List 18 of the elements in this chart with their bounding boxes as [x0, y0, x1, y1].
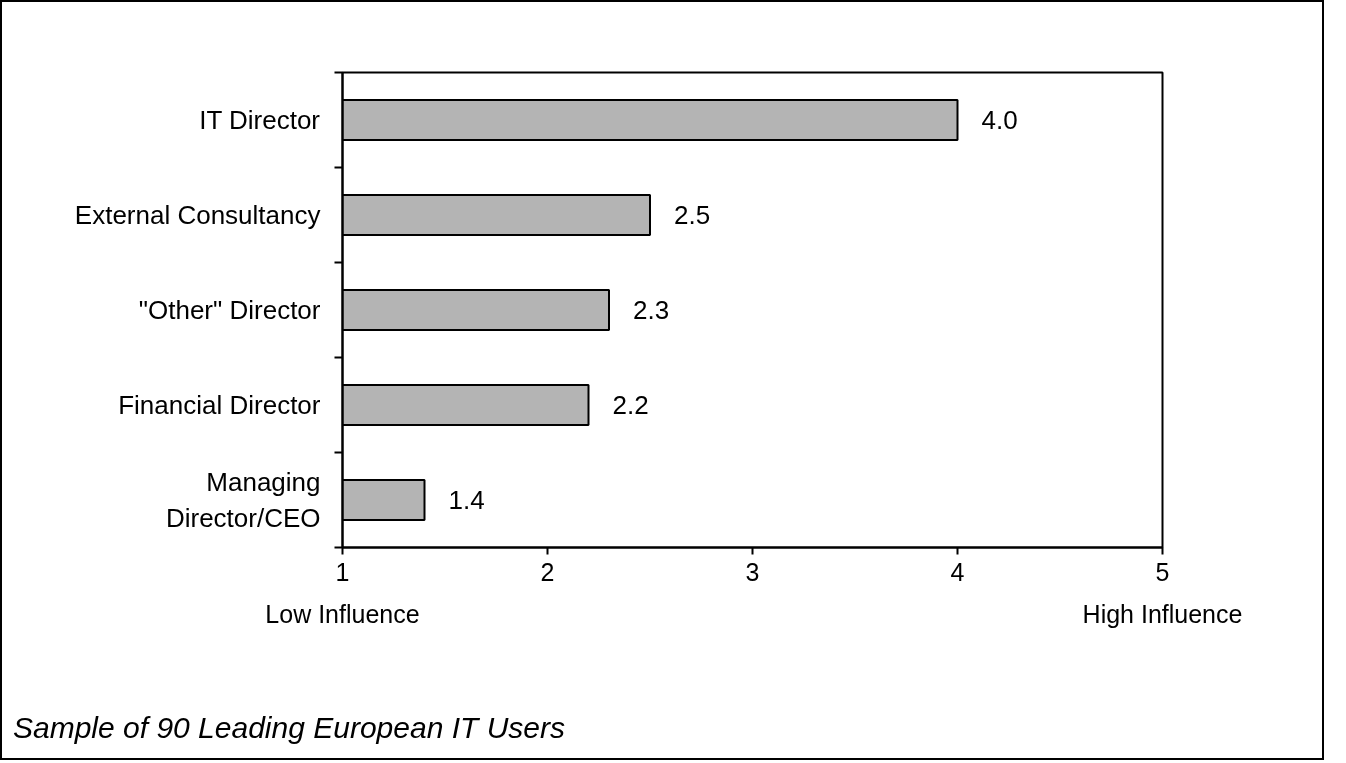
x-tick-label: 5: [1155, 557, 1170, 586]
data-label: 2.5: [674, 200, 711, 230]
data-label: 1.4: [448, 485, 485, 515]
data-label: 4.0: [981, 105, 1018, 135]
x-tick-label: 4: [950, 557, 965, 586]
text: High Influence: [1082, 599, 1243, 628]
x-tick-label: 2: [540, 557, 555, 586]
text: Sample of 90 Leading European IT Users: [13, 710, 565, 746]
text: Low Influence: [265, 599, 420, 628]
data-label: 2.2: [612, 390, 649, 420]
y-tick-label: External Consultancy: [74, 200, 321, 230]
x-tick-label: 3: [745, 557, 760, 586]
y-tick-label: Managing Director/CEO: [165, 467, 321, 533]
x-tick-label: 1: [335, 557, 350, 586]
y-tick-label: "Other" Director: [138, 295, 321, 325]
y-tick-label: Financial Director: [118, 390, 321, 420]
y-tick-label: IT Director: [199, 105, 321, 135]
data-label: 2.3: [633, 295, 670, 325]
